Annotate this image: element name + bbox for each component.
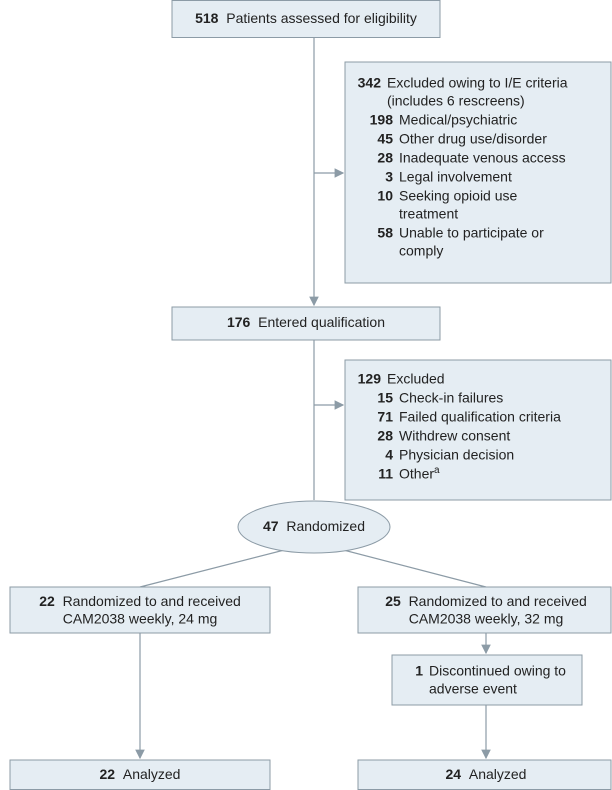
label: Physician decision <box>399 447 514 463</box>
label: (includes 6 rescreens) <box>387 93 525 109</box>
count: 22 <box>100 766 116 782</box>
boxes <box>9 0 612 790</box>
count: 518 <box>195 10 219 26</box>
label: Othera <box>399 465 440 482</box>
box-text: 518 Patients assessed for eligibility <box>195 10 417 26</box>
count: 15 <box>377 390 393 406</box>
count: 28 <box>377 428 393 444</box>
box-text: 22 Randomized to and received <box>39 593 241 609</box>
label: Entered qualification <box>258 314 385 330</box>
label: Excluded owing to I/E criteria <box>387 75 568 91</box>
footnote: a <box>434 465 440 476</box>
count: 22 <box>39 593 55 609</box>
count: 1 <box>415 663 423 679</box>
label: Legal involvement <box>399 169 512 185</box>
label: Seeking opioid use <box>399 188 518 204</box>
label: Randomized <box>286 518 365 534</box>
count: 342 <box>358 75 382 91</box>
box-text: 47 Randomized <box>263 518 365 534</box>
label: Check-in failures <box>399 390 503 406</box>
label: Excluded <box>387 371 445 387</box>
count: 3 <box>385 169 393 185</box>
label: treatment <box>399 206 458 222</box>
count: 10 <box>377 188 393 204</box>
label: comply <box>399 243 443 259</box>
box-text: 176 Entered qualification <box>227 314 385 330</box>
connectors <box>135 38 491 760</box>
label: Randomized to and received <box>409 593 587 609</box>
label: Inadequate venous access <box>399 150 566 166</box>
label: Withdrew consent <box>399 428 510 444</box>
count: 198 <box>370 112 394 128</box>
count: 47 <box>263 518 279 534</box>
count: 129 <box>358 371 382 387</box>
count: 58 <box>377 225 393 241</box>
count: 45 <box>377 131 393 147</box>
label: adverse event <box>429 681 517 697</box>
label: Failed qualification criteria <box>399 409 561 425</box>
count: 4 <box>385 447 393 463</box>
count: 24 <box>446 766 462 782</box>
box-text: 25 Randomized to and received <box>385 593 587 609</box>
label: Medical/psychiatric <box>399 112 517 128</box>
box-text: CAM2038 weekly, 32 mg <box>409 611 564 627</box>
count: 11 <box>378 466 393 482</box>
label: Randomized to and received <box>63 593 241 609</box>
box-text: 22 Analyzed <box>100 766 181 782</box>
count: 25 <box>385 593 401 609</box>
label: Unable to participate or <box>399 225 544 241</box>
label: Discontinued owing to <box>429 663 566 679</box>
count: 28 <box>377 150 393 166</box>
box-text: CAM2038 weekly, 24 mg <box>63 611 218 627</box>
label: Other drug use/disorder <box>399 131 547 147</box>
label: Patients assessed for eligibility <box>226 10 417 26</box>
label: Analyzed <box>469 766 527 782</box>
count: 71 <box>377 409 393 425</box>
count: 176 <box>227 314 251 330</box>
box-text: 24 Analyzed <box>446 766 527 782</box>
label: Analyzed <box>123 766 181 782</box>
